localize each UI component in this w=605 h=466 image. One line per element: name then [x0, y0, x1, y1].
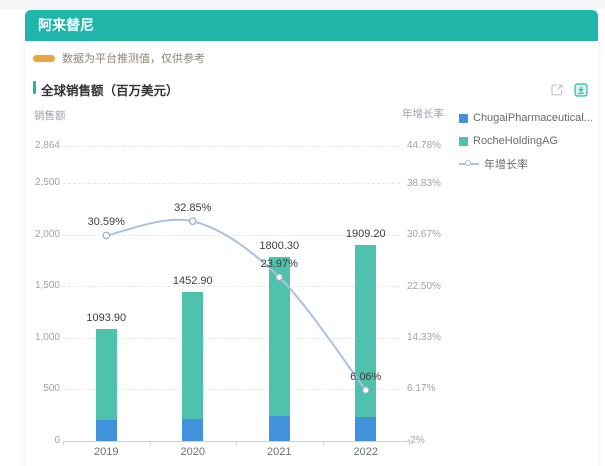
bar-total-label: 1093.90	[86, 312, 127, 325]
bar-total-label: 1909.20	[345, 228, 386, 241]
line-marker	[188, 217, 197, 226]
x-axis-category-label: 2022	[353, 446, 378, 458]
x-axis-tick	[149, 441, 151, 445]
left-axis-tick: 0	[54, 435, 60, 446]
right-axis-tick: 30.67%	[407, 228, 441, 240]
left-axis-title: 销售额	[34, 110, 66, 122]
bar-segment-chugai[interactable]	[95, 420, 117, 441]
gridline	[63, 183, 400, 185]
legend-item[interactable]: 年增长率	[459, 156, 528, 172]
x-axis-tick	[322, 441, 324, 445]
gridline	[63, 146, 400, 147]
section-title: 全球销售额（百万美元）	[41, 84, 179, 98]
right-axis-tick: -2%	[407, 435, 425, 446]
left-axis-tick: 2,000	[34, 228, 60, 240]
download-icon[interactable]	[574, 83, 588, 97]
left-axis-tick: 1,500	[34, 280, 60, 292]
legend-label: ChugaiPharmaceutical...	[473, 112, 593, 124]
legend-swatch-icon	[459, 136, 468, 146]
bar-segment-roche[interactable]	[355, 245, 377, 418]
estimate-swatch-icon	[33, 55, 55, 62]
x-axis-tick	[236, 441, 237, 445]
left-axis-tick: 2,500	[34, 177, 60, 189]
right-axis-tick: 22.50%	[407, 280, 441, 292]
right-axis-tick: 44.78%	[407, 140, 441, 151]
legend-item[interactable]: ChugaiPharmaceutical...	[459, 110, 593, 126]
right-axis-tick: 38.83%	[407, 177, 441, 189]
external-link-icon[interactable]	[550, 83, 564, 97]
x-axis-category-label: 2020	[180, 446, 205, 458]
growth-rate-label: 32.85%	[174, 202, 212, 215]
bar-segment-roche[interactable]	[182, 292, 204, 420]
legend-label: RocheHoldingAG	[473, 135, 558, 147]
x-axis-tick	[409, 441, 410, 445]
left-axis-tick: 2,864	[34, 140, 60, 151]
bar-segment-roche[interactable]	[268, 256, 290, 417]
bar-total-label: 1800.30	[259, 239, 300, 252]
legend-item[interactable]: RocheHoldingAG	[459, 133, 558, 149]
x-axis-category-label: 2019	[94, 446, 119, 458]
legend-swatch-icon	[459, 113, 468, 123]
right-axis-title: 年增长率	[402, 108, 444, 120]
bar-segment-chugai[interactable]	[182, 419, 204, 441]
bar-segment-roche[interactable]	[95, 329, 117, 421]
section-accent-bar	[33, 81, 36, 94]
right-axis-tick: 6.17%	[407, 383, 436, 395]
legend-line-icon	[459, 160, 479, 166]
legend-dot-icon	[465, 160, 471, 166]
legend-label: 年增长率	[484, 159, 528, 171]
page-top-strip	[0, 0, 605, 9]
bar-total-label: 1452.90	[172, 275, 213, 288]
left-axis-tick: 1,000	[34, 331, 60, 343]
right-axis-tick: 14.33%	[407, 332, 441, 344]
card-header: 阿来替尼	[25, 10, 598, 41]
bar-segment-chugai[interactable]	[355, 417, 377, 441]
growth-rate-label: 6.06%	[350, 371, 382, 384]
drug-title: 阿来替尼	[38, 17, 94, 33]
x-axis-tick	[63, 441, 64, 445]
growth-rate-label: 30.59%	[87, 216, 125, 229]
left-axis-tick: 500	[43, 383, 60, 395]
estimate-note-text: 数据为平台推测值，仅供参考	[62, 53, 205, 65]
growth-rate-label: 23.97%	[260, 258, 298, 271]
bar-segment-chugai[interactable]	[268, 416, 290, 441]
x-axis-category-label: 2021	[267, 446, 292, 458]
